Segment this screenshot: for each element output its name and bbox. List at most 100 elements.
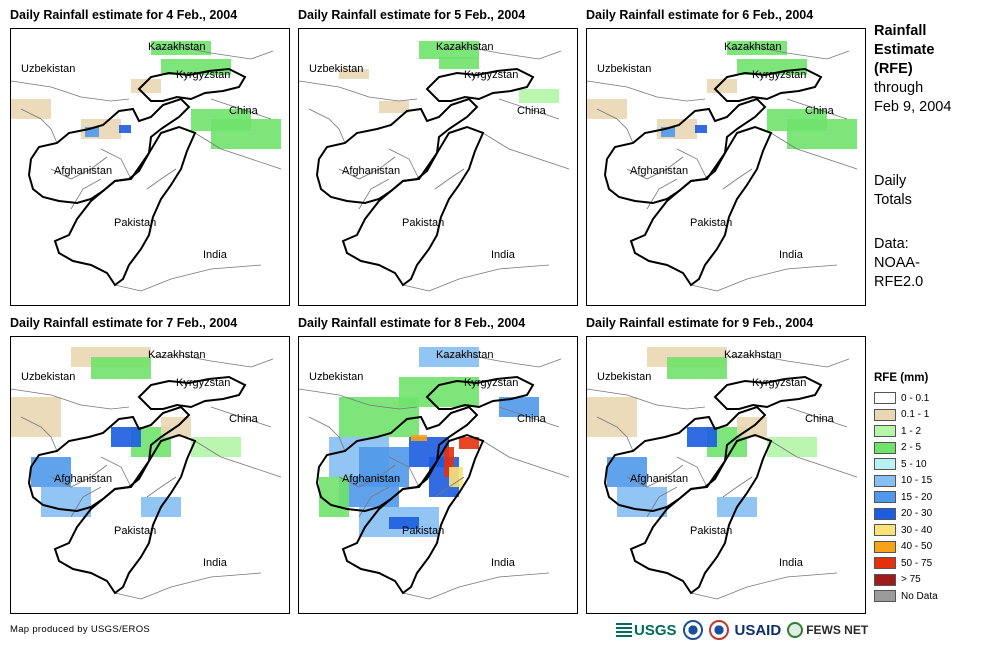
legend-swatch (874, 491, 896, 504)
rfe-title-3: (RFE) (874, 61, 913, 77)
rainfall-patch (687, 427, 717, 447)
legend-item: 5 - 10 (874, 456, 974, 473)
border-line (358, 178, 390, 210)
kyrgyzstan-outline (137, 67, 247, 102)
border-line (587, 388, 706, 410)
legend-item: 0 - 0.1 (874, 390, 974, 407)
panel-feb-7: Daily Rainfall estimate for 7 Feb., 2004… (10, 316, 290, 614)
rainfall-patch (587, 397, 637, 437)
rainfall-patch (211, 119, 281, 149)
legend-item: > 75 (874, 572, 974, 589)
nasa-seal-icon (708, 620, 729, 640)
panel-feb-9: Daily Rainfall estimate for 9 Feb., 2004… (586, 316, 866, 614)
border-line (726, 46, 850, 60)
border-line (587, 80, 706, 102)
legend-item: 1 - 2 (874, 423, 974, 440)
country-label-afghanistan: Afghanistan (630, 473, 689, 485)
legend-item: 10 - 15 (874, 473, 974, 490)
rainfall-patch (767, 437, 817, 457)
legend-item: 0.1 - 1 (874, 407, 974, 424)
rainfall-patch (119, 125, 131, 133)
legend-item: 15 - 20 (874, 489, 974, 506)
country-label-afghanistan: Afghanistan (54, 473, 113, 485)
legend-label: 5 - 10 (901, 458, 927, 470)
legend-swatch (874, 458, 896, 471)
border-line (70, 178, 102, 210)
legend-label: 50 - 75 (901, 557, 933, 569)
legend-item: 20 - 30 (874, 506, 974, 523)
map-credit: Map produced by USGS/EROS (10, 624, 151, 635)
logo-strip: USGS USAID FEWS NET (616, 617, 868, 643)
border-line (770, 132, 858, 170)
border-line (402, 264, 550, 292)
rainfall-map: Kazakhstan Uzbekistan Kyrgyzstan China Afgha… (298, 336, 578, 614)
pakistan-outline (629, 433, 773, 595)
country-label-kyrgyzstan: Kyrgyzstan (464, 377, 519, 389)
rainfall-patch (617, 487, 667, 517)
pakistan-outline (341, 125, 485, 287)
map-svg (11, 347, 282, 600)
panel-feb-6: Daily Rainfall estimate for 6 Feb., 2004… (586, 8, 866, 306)
rainfall-patch (379, 101, 409, 113)
border-line (194, 440, 282, 478)
country-label-kazakhstan: Kazakhstan (148, 41, 206, 53)
rainfall-map: Kazakhstan Uzbekistan Kyrgyzstan China Afgha… (586, 28, 866, 306)
country-label-china: China (805, 413, 834, 425)
border-line (498, 406, 560, 428)
border-line (690, 264, 838, 292)
country-label-pakistan: Pakistan (402, 525, 445, 537)
rainfall-patch (444, 447, 454, 477)
usgs-logo: USGS (616, 622, 677, 639)
rfe-legend: RFE (mm) 0 - 0.1 0.1 - 1 1 - 2 2 - 5 5 - 10 1… (874, 372, 974, 605)
border-line (299, 388, 418, 410)
rainfall-patch (91, 357, 151, 379)
rainfall-patch (319, 477, 349, 517)
country-label-india: India (203, 249, 227, 261)
afghanistan-outline (27, 97, 191, 205)
rainfall-map: Kazakhstan Uzbekistan Kyrgyzstan China Afgha… (586, 336, 866, 614)
border-line (150, 354, 274, 368)
country-label-afghanistan: Afghanistan (342, 165, 401, 177)
border-line (596, 416, 634, 452)
through-date: Feb 9, 2004 (874, 99, 952, 115)
rfe-title-1: Rainfall (874, 23, 927, 39)
legend-item: 50 - 75 (874, 555, 974, 572)
border-line (434, 168, 465, 190)
border-line (299, 80, 418, 102)
rainfall-patch (499, 397, 539, 417)
border-line (646, 178, 678, 210)
country-label-uzbekistan: Uzbekistan (21, 371, 76, 383)
legend-swatch (874, 573, 896, 586)
border-line (388, 148, 420, 180)
noaa-seal-icon (682, 620, 703, 640)
country-label-kazakhstan: Kazakhstan (436, 349, 494, 361)
legend-label: No Data (901, 590, 938, 602)
afghanistan-outline (315, 405, 479, 513)
legend-title: RFE (mm) (874, 372, 929, 384)
afghanistan-outline (603, 405, 767, 513)
rainfall-patch (661, 127, 675, 137)
pakistan-outline (629, 125, 773, 287)
border-line (626, 156, 684, 180)
border-line (690, 572, 838, 600)
border-line (20, 416, 58, 452)
rainfall-patch (607, 457, 647, 487)
country-label-pakistan: Pakistan (690, 217, 733, 229)
border-line (308, 108, 346, 144)
rainfall-patch (191, 437, 241, 457)
border-line (626, 464, 684, 488)
country-label-afghanistan: Afghanistan (342, 473, 401, 485)
country-label-pakistan: Pakistan (114, 217, 157, 229)
country-label-india: India (203, 557, 227, 569)
border-line (150, 46, 274, 60)
country-label-uzbekistan: Uzbekistan (21, 63, 76, 75)
country-label-india: India (779, 557, 803, 569)
legend-item: No Data (874, 588, 974, 605)
border-line (434, 476, 465, 498)
border-line (11, 80, 130, 102)
rainfall-patch (587, 99, 627, 119)
data-source-1: NOAA- (874, 255, 920, 271)
border-line (596, 108, 634, 144)
panel-title: Daily Rainfall estimate for 6 Feb., 2004 (586, 8, 814, 22)
country-label-pakistan: Pakistan (114, 525, 157, 537)
